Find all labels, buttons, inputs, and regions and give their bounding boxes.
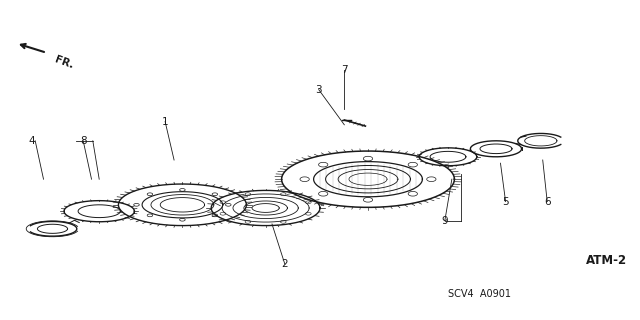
Text: FR.: FR. <box>53 54 75 70</box>
Text: 9: 9 <box>442 216 448 226</box>
Text: ATM-2: ATM-2 <box>586 254 627 267</box>
Text: 7: 7 <box>341 65 348 76</box>
Text: SCV4  A0901: SCV4 A0901 <box>449 289 511 300</box>
Text: 5: 5 <box>502 196 509 207</box>
Text: 3: 3 <box>316 84 322 95</box>
Text: 2: 2 <box>282 259 288 269</box>
Text: 4: 4 <box>29 136 35 146</box>
Text: 1: 1 <box>162 116 168 127</box>
Text: 6: 6 <box>544 196 550 207</box>
Text: 8: 8 <box>80 136 86 146</box>
